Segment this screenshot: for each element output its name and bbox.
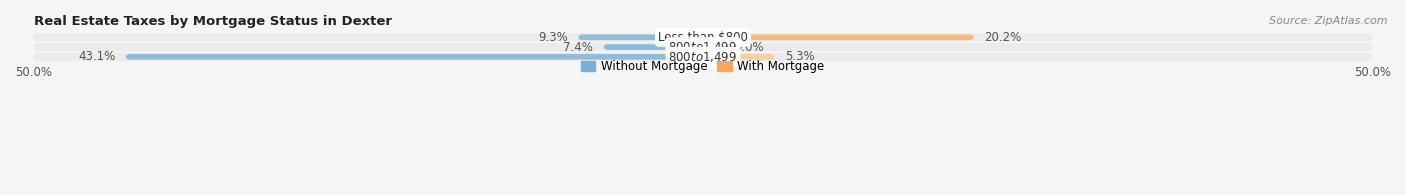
FancyBboxPatch shape [703, 44, 723, 50]
Text: $800 to $1,499: $800 to $1,499 [668, 50, 738, 64]
FancyBboxPatch shape [34, 43, 1372, 51]
Text: Less than $800: Less than $800 [658, 31, 748, 44]
Text: Real Estate Taxes by Mortgage Status in Dexter: Real Estate Taxes by Mortgage Status in … [34, 15, 391, 28]
Text: 9.3%: 9.3% [538, 31, 568, 44]
Text: 7.4%: 7.4% [564, 41, 593, 54]
Text: 5.3%: 5.3% [785, 50, 814, 63]
Text: $800 to $1,499: $800 to $1,499 [668, 40, 738, 54]
Text: 20.2%: 20.2% [984, 31, 1021, 44]
FancyBboxPatch shape [34, 53, 1372, 61]
FancyBboxPatch shape [605, 44, 703, 50]
Text: Source: ZipAtlas.com: Source: ZipAtlas.com [1270, 16, 1388, 26]
FancyBboxPatch shape [703, 54, 773, 60]
Legend: Without Mortgage, With Mortgage: Without Mortgage, With Mortgage [576, 56, 830, 78]
FancyBboxPatch shape [703, 35, 973, 40]
FancyBboxPatch shape [127, 54, 703, 60]
FancyBboxPatch shape [578, 35, 703, 40]
Text: 0.0%: 0.0% [734, 41, 763, 54]
FancyBboxPatch shape [34, 33, 1372, 41]
Text: 43.1%: 43.1% [77, 50, 115, 63]
